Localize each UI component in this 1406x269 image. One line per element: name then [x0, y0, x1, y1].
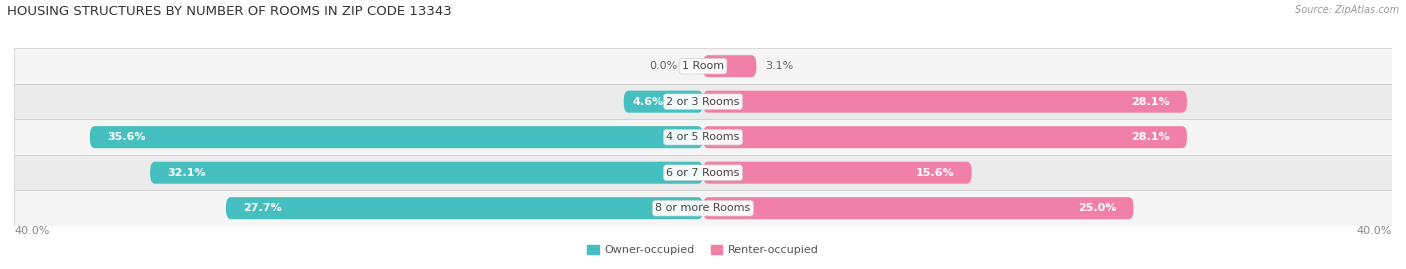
Text: 28.1%: 28.1% — [1132, 97, 1170, 107]
FancyBboxPatch shape — [90, 126, 703, 148]
Text: 40.0%: 40.0% — [14, 226, 49, 236]
Text: 4 or 5 Rooms: 4 or 5 Rooms — [666, 132, 740, 142]
FancyBboxPatch shape — [226, 197, 703, 219]
FancyBboxPatch shape — [14, 190, 1392, 226]
Text: 3.1%: 3.1% — [765, 61, 793, 71]
Text: 2 or 3 Rooms: 2 or 3 Rooms — [666, 97, 740, 107]
Text: 15.6%: 15.6% — [915, 168, 955, 178]
FancyBboxPatch shape — [14, 155, 1392, 190]
FancyBboxPatch shape — [14, 119, 1392, 155]
Text: 1 Room: 1 Room — [682, 61, 724, 71]
Text: 35.6%: 35.6% — [107, 132, 146, 142]
Text: 8 or more Rooms: 8 or more Rooms — [655, 203, 751, 213]
Text: 28.1%: 28.1% — [1132, 132, 1170, 142]
Text: 6 or 7 Rooms: 6 or 7 Rooms — [666, 168, 740, 178]
FancyBboxPatch shape — [703, 126, 1187, 148]
Text: 40.0%: 40.0% — [1357, 226, 1392, 236]
Text: 4.6%: 4.6% — [633, 97, 664, 107]
FancyBboxPatch shape — [703, 162, 972, 184]
Text: Source: ZipAtlas.com: Source: ZipAtlas.com — [1295, 5, 1399, 15]
Text: 32.1%: 32.1% — [167, 168, 205, 178]
FancyBboxPatch shape — [703, 91, 1187, 113]
Text: HOUSING STRUCTURES BY NUMBER OF ROOMS IN ZIP CODE 13343: HOUSING STRUCTURES BY NUMBER OF ROOMS IN… — [7, 5, 451, 18]
FancyBboxPatch shape — [703, 55, 756, 77]
FancyBboxPatch shape — [150, 162, 703, 184]
Text: 25.0%: 25.0% — [1078, 203, 1116, 213]
Text: 0.0%: 0.0% — [650, 61, 678, 71]
FancyBboxPatch shape — [624, 91, 703, 113]
Legend: Owner-occupied, Renter-occupied: Owner-occupied, Renter-occupied — [583, 240, 823, 260]
FancyBboxPatch shape — [14, 48, 1392, 84]
FancyBboxPatch shape — [703, 197, 1133, 219]
FancyBboxPatch shape — [14, 84, 1392, 119]
Text: 27.7%: 27.7% — [243, 203, 281, 213]
